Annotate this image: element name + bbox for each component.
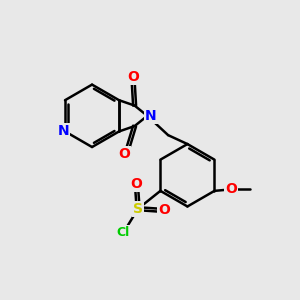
- Text: O: O: [225, 182, 237, 197]
- Text: O: O: [118, 147, 130, 161]
- Text: O: O: [131, 177, 142, 191]
- Text: N: N: [58, 124, 69, 138]
- Text: N: N: [145, 109, 157, 123]
- Text: S: S: [133, 202, 143, 216]
- Text: O: O: [158, 203, 170, 217]
- Text: Cl: Cl: [117, 226, 130, 239]
- Text: O: O: [127, 70, 139, 84]
